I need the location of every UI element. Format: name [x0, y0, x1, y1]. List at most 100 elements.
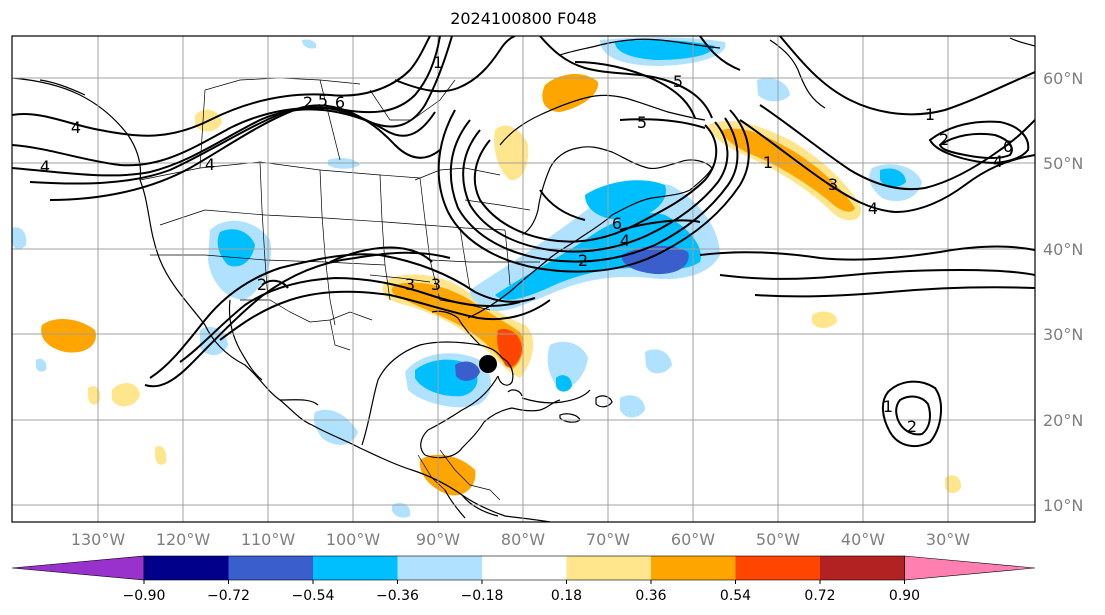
colorbar-tick-label: −0.18	[461, 588, 504, 604]
lat-label: 40°N	[1043, 240, 1083, 259]
warm-anomaly-florida	[497, 329, 522, 368]
warm-anomaly-labrador	[542, 74, 599, 112]
contour-label: 2	[257, 275, 267, 294]
colorbar-segment	[820, 556, 905, 580]
warm-anomaly-small-5	[88, 386, 101, 405]
lon-label: 40°W	[841, 530, 885, 549]
colorbar-segment	[313, 556, 398, 580]
lon-label: 80°W	[501, 530, 545, 549]
colorbar-segment-extend-low	[11, 555, 145, 581]
colorbar-segment-extend-high	[904, 555, 1036, 581]
contour-label: 2	[303, 93, 313, 112]
longitude-labels: 130°W 120°W 110°W 100°W 90°W 80°W 70°W 6…	[71, 530, 970, 549]
cool-anomaly-east-caribbean	[645, 349, 672, 374]
contour-label: 4	[868, 199, 878, 218]
lon-label: 60°W	[671, 530, 715, 549]
colorbar-tick-label: −0.54	[292, 588, 335, 604]
borders	[139, 77, 540, 501]
cool-anomaly-small-3	[392, 503, 411, 518]
colorbar-tick-label: 0.18	[551, 588, 582, 604]
latitude-labels: 60°N 50°N 40°N 30°N 20°N 10°N	[1043, 69, 1083, 515]
contour-label: 4	[71, 118, 81, 137]
contour-label: 5	[318, 91, 328, 110]
lat-label: 30°N	[1043, 325, 1083, 344]
colorbar-segment	[482, 556, 567, 580]
colorbar-tick-label: 0.36	[635, 588, 666, 604]
warm-anomaly-small-3	[812, 311, 838, 328]
warm-anomaly-quebec	[494, 125, 529, 181]
contour-label: 1	[925, 105, 935, 124]
cool-anomaly-small-2	[12, 227, 27, 250]
contour-label: 5	[673, 72, 683, 91]
cool-anomaly-pacific-mexico	[313, 409, 358, 445]
warm-anomaly-small-2	[112, 383, 140, 407]
lon-label: 120°W	[156, 530, 211, 549]
map-title: 2024100800 F048	[450, 9, 597, 28]
colorbar-segment	[144, 556, 229, 580]
contour-label-group: 4 4 4 2 5 6 1 2 5 3 4 6 2 3 1 3 4 6 1 5 …	[40, 53, 1013, 436]
cool-anomaly-cuba-core	[556, 375, 572, 392]
cool-anomaly-midatlantic-core	[880, 168, 906, 188]
lon-label: 70°W	[586, 530, 630, 549]
colorbar-tick-label: −0.36	[376, 588, 419, 604]
colorbar-tick-label: −0.72	[207, 588, 250, 604]
warm-anomaly-atlantic-core	[722, 128, 855, 212]
contour-label: 4	[205, 155, 215, 174]
contour-label: 3	[828, 175, 838, 194]
contour-label: 1	[433, 53, 443, 72]
colorbar-tick-label: 0.54	[720, 588, 751, 604]
contour-label: 2	[578, 251, 588, 270]
cool-anomaly-hudson-bay	[757, 78, 790, 102]
lon-label: 50°W	[756, 530, 800, 549]
contour-label: 3	[405, 275, 415, 294]
warm-anomaly-pacific	[41, 318, 96, 353]
colorbar-tick-label: 0.90	[889, 588, 920, 604]
colorbar-ticks	[143, 580, 905, 584]
lat-label: 60°N	[1043, 69, 1083, 88]
colorbar-segment	[228, 556, 313, 580]
cool-anomaly-hudson-core	[615, 39, 715, 60]
colorbar-outline	[143, 555, 905, 581]
warm-anomaly-central-america	[419, 454, 476, 496]
contour-label: 1	[763, 153, 773, 172]
colorbar-tick-label: 0.72	[804, 588, 835, 604]
warm-anomaly-small-4	[945, 475, 962, 494]
graticule	[12, 36, 1035, 522]
cool-anomaly-gulf-center	[455, 361, 480, 381]
lat-label: 10°N	[1043, 496, 1083, 515]
colorbar-segment	[735, 556, 820, 580]
colorbar: −0.90 −0.72 −0.54 −0.36 −0.18 0.18 0.36 …	[11, 555, 1036, 604]
colorbar-segment	[397, 556, 482, 580]
lon-label: 90°W	[416, 530, 460, 549]
contour-label: 1	[883, 397, 893, 416]
colorbar-segment	[566, 556, 651, 580]
contour-label: 5	[637, 113, 647, 132]
storm-center-marker	[479, 355, 497, 373]
lon-label: 110°W	[241, 530, 296, 549]
cool-anomaly-atlantic-core	[621, 245, 689, 275]
lat-label: 50°N	[1043, 154, 1083, 173]
lon-label: 30°W	[926, 530, 970, 549]
contour-label: 2	[939, 130, 949, 149]
contour-label: 6	[612, 214, 622, 233]
cool-anomaly-small-5	[302, 39, 317, 49]
warm-anomaly-small-6	[155, 446, 167, 465]
lon-label: 100°W	[326, 530, 381, 549]
colorbar-segment	[651, 556, 736, 580]
contour-label: 6	[1003, 137, 1013, 156]
contour-label: 3	[431, 275, 441, 294]
cool-anomaly-small-4	[35, 358, 47, 372]
lat-label: 20°N	[1043, 411, 1083, 430]
map-frame	[11, 35, 1036, 523]
lon-label: 130°W	[71, 530, 126, 549]
contour-label: 4	[993, 152, 1003, 171]
contour-label: 2	[907, 417, 917, 436]
height-contours	[12, 36, 1035, 448]
colorbar-tick-label: −0.90	[123, 588, 166, 604]
contour-label: 4	[40, 157, 50, 176]
cool-anomaly-caribbean	[620, 395, 645, 418]
cool-anomaly-north-atlantic	[585, 180, 666, 221]
contour-label: 6	[335, 93, 345, 112]
contour-label: 4	[620, 231, 630, 250]
